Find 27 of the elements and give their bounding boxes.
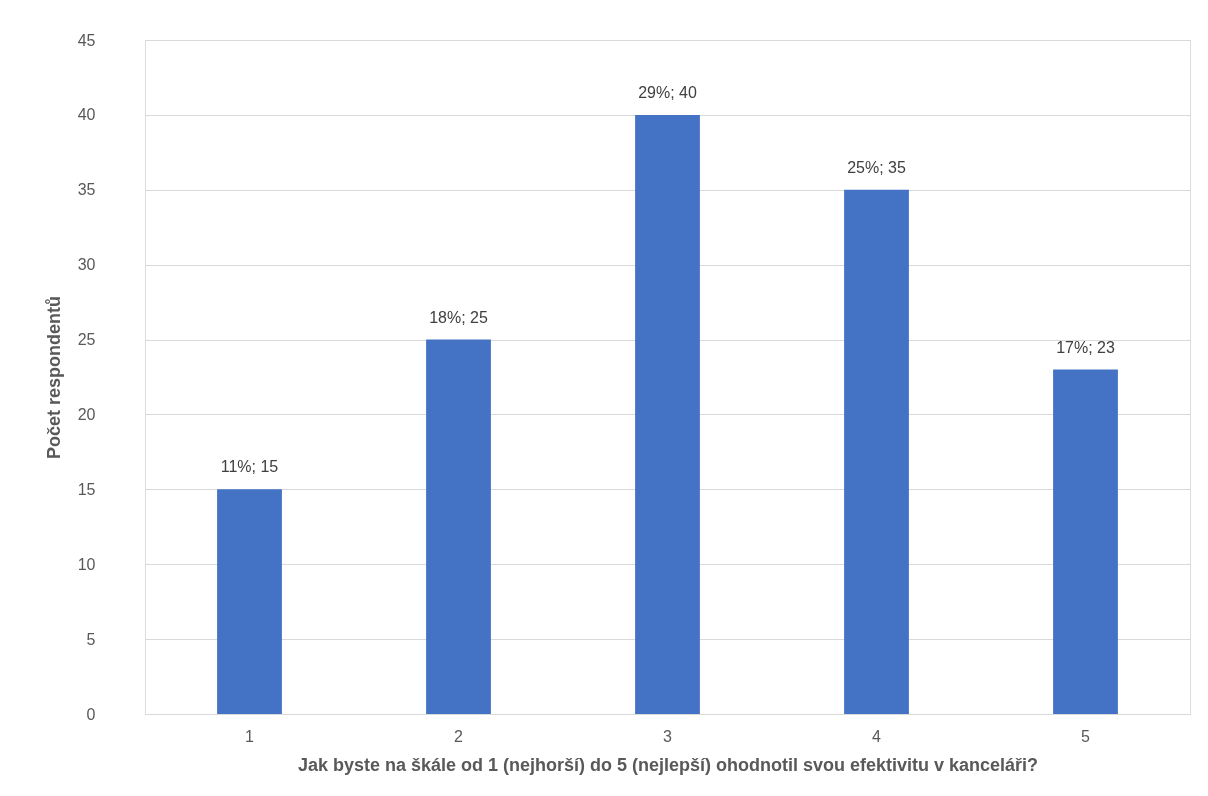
y-tick-label: 30	[77, 256, 96, 274]
y-tick-label: 15	[77, 480, 96, 498]
bar	[1053, 369, 1118, 714]
data-label: 18%; 25	[429, 308, 488, 326]
x-tick-label: 5	[1081, 727, 1091, 745]
bar	[844, 189, 909, 714]
y-tick-label: 25	[77, 331, 96, 349]
x-tick-label: 3	[663, 727, 673, 745]
y-axis-title: Počet respondentů	[43, 295, 64, 460]
x-tick-label: 1	[245, 727, 255, 745]
bar	[426, 339, 491, 714]
data-label: 29%; 40	[638, 83, 697, 101]
data-label: 17%; 23	[1056, 338, 1115, 356]
x-axis-title: Jak byste na škále od 1 (nejhorší) do 5 (nejlepší) ohodnotil svou efektivitu v kanceláři?	[297, 754, 1039, 775]
y-tick-label: 40	[77, 106, 96, 124]
bar	[635, 114, 700, 714]
bar	[217, 489, 282, 714]
y-tick-label: 5	[86, 630, 96, 648]
y-tick-label: 20	[77, 405, 96, 423]
data-label: 25%; 35	[847, 158, 906, 176]
y-tick-label: 35	[77, 181, 96, 199]
y-tick-label: 10	[77, 555, 96, 573]
x-tick-label: 4	[872, 727, 882, 745]
data-label: 11%; 15	[220, 458, 279, 476]
x-tick-label: 2	[454, 727, 464, 745]
y-tick-label: 0	[86, 705, 96, 723]
y-tick-label: 45	[77, 31, 96, 49]
